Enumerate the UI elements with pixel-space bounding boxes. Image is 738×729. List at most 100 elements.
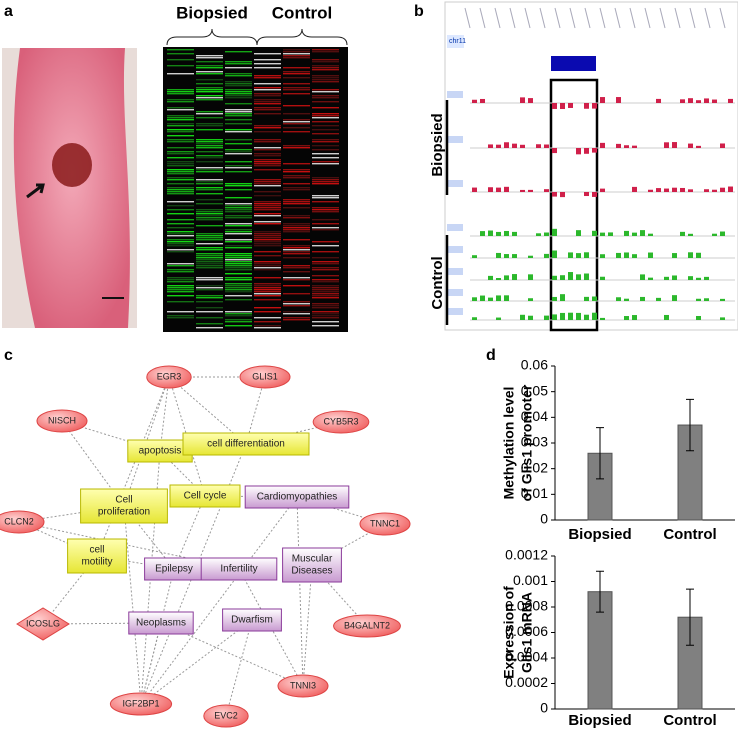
heat-cell (312, 51, 339, 53)
track-bar (664, 142, 669, 148)
heat-cell (196, 91, 223, 93)
heat-cell (167, 107, 194, 109)
heat-cell (167, 165, 194, 167)
heat-cell (312, 75, 339, 77)
group-label: Control (429, 256, 446, 309)
y-axis-label: Methylation level (501, 387, 517, 500)
track-bar (648, 252, 653, 258)
track-bar (608, 232, 613, 236)
heat-cell (254, 265, 281, 267)
heat-cell (167, 183, 194, 185)
node-label: Cell (115, 495, 132, 506)
heat-cell (196, 253, 223, 255)
track-tag (447, 268, 463, 275)
heat-cell (225, 267, 252, 269)
track-bar (704, 98, 709, 103)
heat-cell (254, 195, 281, 197)
track-bar (680, 231, 685, 236)
ruler-tick (584, 7, 591, 29)
track-bar (520, 97, 525, 103)
heat-cell (312, 179, 339, 181)
heat-cell (225, 217, 252, 219)
heat-cell (312, 145, 339, 147)
track-bar (552, 148, 557, 154)
heat-cell (196, 161, 223, 163)
heat-cell (225, 209, 252, 211)
track-bar (544, 315, 549, 320)
heat-cell (312, 291, 339, 293)
heat-cell (312, 227, 339, 229)
heat-cell (225, 63, 252, 65)
ruler-tick (494, 7, 501, 29)
ruler-tick (524, 7, 531, 29)
heat-cell (196, 123, 223, 125)
heat-cell (283, 247, 310, 249)
heat-cell (167, 263, 194, 265)
heat-cell (254, 95, 281, 97)
heat-cell (283, 145, 310, 147)
heat-cell (167, 279, 194, 281)
edge (158, 376, 170, 452)
track-bar (536, 233, 541, 236)
heat-cell (167, 123, 194, 125)
heat-cell (196, 111, 223, 113)
node-label: CLCN2 (4, 516, 34, 526)
heat-cell (312, 113, 339, 115)
function-node (169, 484, 241, 508)
heat-cell (283, 225, 310, 227)
heat-cell (225, 183, 252, 185)
panel-label: d (486, 347, 496, 364)
heat-cell (167, 139, 194, 141)
heat-cell (167, 189, 194, 191)
heat-cell (254, 93, 281, 95)
track-bar (688, 252, 693, 258)
heat-cell (196, 55, 223, 57)
highlight-box (549, 78, 599, 332)
heat-cell (283, 313, 310, 315)
track-bar (552, 296, 557, 301)
track-bar (544, 144, 549, 148)
heat-cell (312, 317, 339, 319)
heat-cell (254, 183, 281, 185)
heat-cell (167, 109, 194, 111)
heat-cell (254, 233, 281, 235)
ruler-tick (539, 7, 546, 29)
disease-node (222, 608, 282, 632)
heat-cell (283, 187, 310, 189)
track-bar (488, 230, 493, 236)
track-tag (447, 180, 463, 187)
heat-cell (254, 311, 281, 313)
track-bar (688, 276, 693, 280)
heat-cell (167, 151, 194, 153)
heat-cell (225, 131, 252, 133)
track-bar (472, 255, 477, 258)
node-label: TNNC1 (370, 518, 400, 528)
node-label: NISCH (48, 415, 76, 425)
heat-cell (312, 67, 339, 69)
heat-cell (283, 223, 310, 225)
track-bar (592, 103, 597, 109)
heat-cell (196, 71, 223, 73)
edge (96, 376, 170, 557)
track-bar (472, 317, 477, 320)
track-bar (528, 274, 533, 280)
edge (225, 619, 254, 717)
heat-cell (196, 189, 223, 191)
heat-cell (167, 285, 194, 287)
heat-cell (225, 259, 252, 261)
track-bar (640, 274, 645, 280)
y-axis-label: Expression of (501, 586, 517, 679)
track-bar (480, 295, 485, 301)
heat-cell (283, 123, 310, 125)
heat-cell (312, 81, 339, 83)
heat-cell (283, 203, 310, 205)
gene-node (146, 365, 192, 389)
gene-node (333, 614, 401, 638)
heat-cell (167, 115, 194, 117)
track-bar (504, 186, 509, 192)
group-label: Control (272, 3, 332, 22)
heat-cell (225, 241, 252, 243)
heat-cell (312, 289, 339, 291)
heat-cell (254, 317, 281, 319)
heat-cell (312, 257, 339, 259)
